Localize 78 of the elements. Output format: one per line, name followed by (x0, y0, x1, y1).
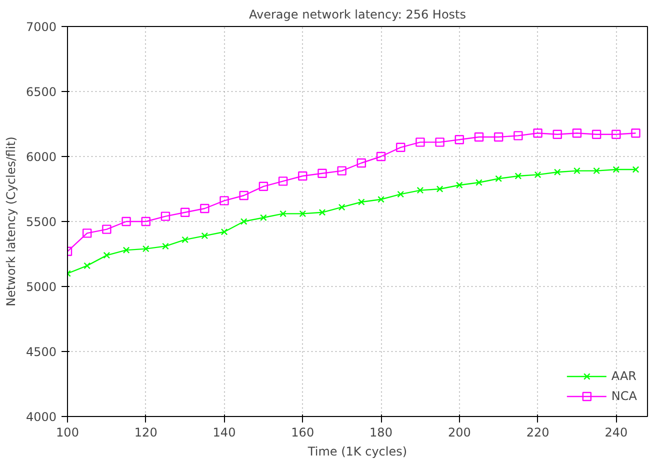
point (416, 186, 424, 194)
point (318, 168, 327, 178)
point (356, 158, 366, 168)
point (476, 179, 482, 186)
point (574, 167, 580, 174)
x-tick-label: 100 (56, 426, 79, 440)
point (397, 190, 404, 198)
point (142, 245, 150, 252)
point (318, 208, 326, 216)
point (554, 168, 561, 176)
point (494, 132, 504, 142)
x-tick-label: 160 (291, 426, 314, 440)
point (396, 142, 406, 152)
point (260, 214, 267, 222)
point (201, 232, 208, 240)
point (495, 175, 502, 182)
y-tick-label: 4500 (26, 345, 57, 359)
y-tick-label: 6500 (26, 85, 57, 99)
legend-label: NCA (611, 389, 637, 403)
x-tick-label: 220 (526, 426, 550, 440)
point (258, 182, 268, 191)
point (180, 208, 190, 217)
point (514, 131, 523, 140)
point (337, 166, 346, 176)
point (376, 152, 386, 162)
point (338, 204, 346, 211)
point (552, 130, 562, 139)
point (239, 190, 248, 200)
x-tick-label: 240 (604, 426, 628, 440)
point (631, 128, 640, 138)
point (102, 224, 112, 234)
x-axis-title: Time (1K cycles) (306, 444, 408, 458)
point (220, 196, 229, 206)
point (592, 130, 602, 139)
point (82, 228, 92, 238)
point (200, 204, 210, 214)
point (162, 242, 169, 250)
point (278, 176, 288, 186)
y-tick-label: 7000 (26, 20, 57, 34)
point (456, 182, 463, 189)
point (436, 186, 444, 192)
point (84, 262, 91, 270)
point (514, 172, 522, 180)
point (299, 210, 306, 218)
y-tick-label: 5500 (26, 215, 57, 229)
legend-label: AAR (611, 369, 637, 383)
y-tick-label: 5000 (26, 280, 57, 294)
point (220, 228, 228, 236)
point (160, 212, 170, 221)
point (572, 128, 582, 138)
point (103, 252, 110, 259)
point (280, 210, 286, 218)
point (534, 171, 542, 178)
point (416, 138, 425, 147)
x-tick-label: 120 (134, 426, 158, 440)
point (122, 246, 130, 254)
point (612, 166, 620, 173)
y-tick-label: 6000 (26, 150, 57, 164)
point (141, 216, 150, 226)
chart-title: Average network latency: 256 Hosts (249, 8, 466, 22)
x-tick-label: 140 (212, 426, 236, 440)
point (378, 196, 384, 203)
point (240, 218, 248, 225)
point (474, 132, 484, 142)
point (632, 166, 640, 173)
point (593, 167, 600, 174)
y-axis-title: Network latency (Cycles/flit) (4, 136, 18, 306)
point (298, 171, 308, 181)
point (435, 138, 444, 147)
point (612, 130, 621, 139)
y-tick-label: 4000 (26, 410, 57, 424)
x-tick-label: 180 (370, 426, 392, 440)
point (533, 128, 542, 138)
point (182, 236, 188, 244)
point (454, 135, 464, 144)
point (122, 216, 131, 226)
x-tick-label: 200 (448, 426, 471, 440)
point (358, 198, 365, 206)
